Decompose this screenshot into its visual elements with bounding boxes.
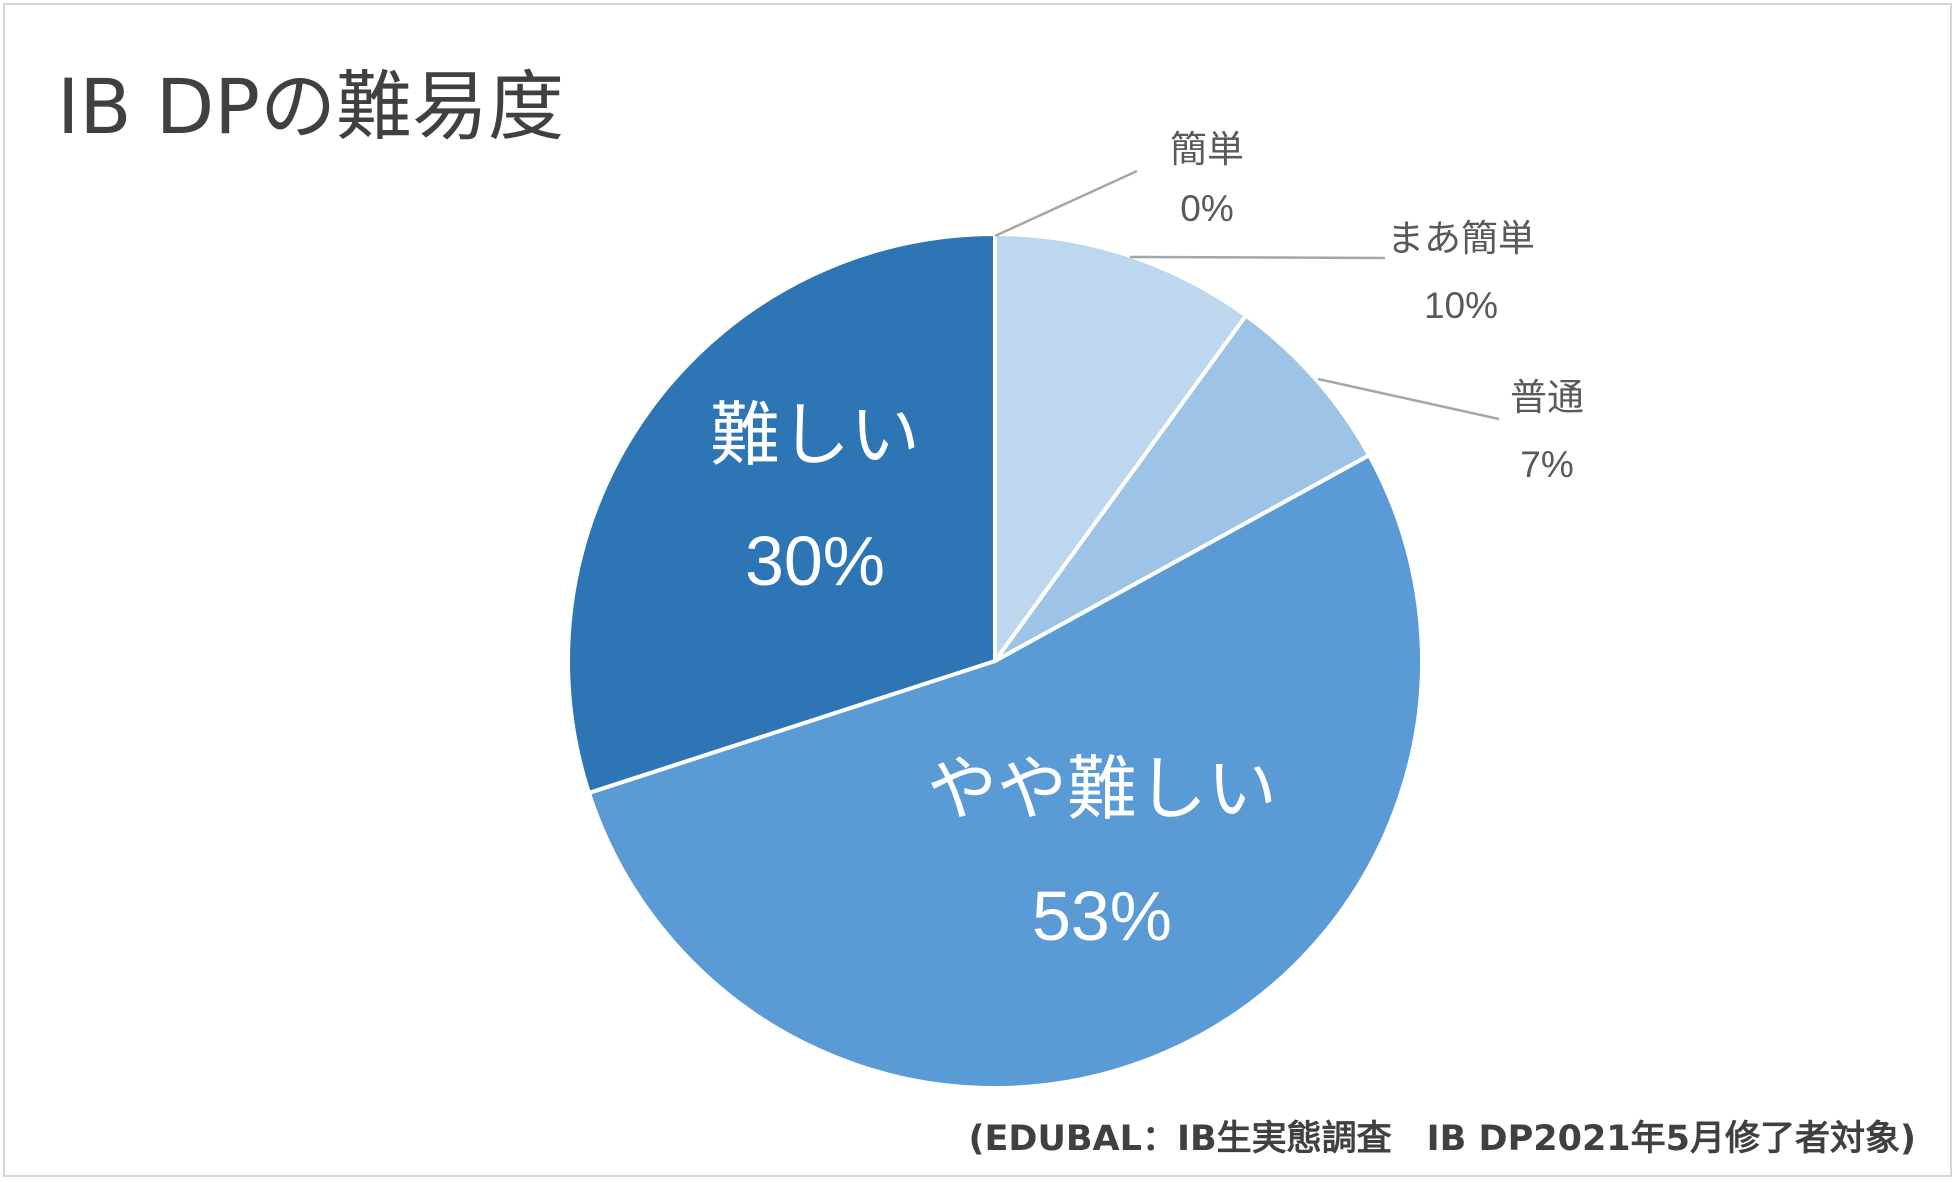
leader-lines xyxy=(994,169,1500,421)
slice-2-category-label: 普通 xyxy=(1510,376,1584,419)
slice-0-leader-line xyxy=(994,169,1138,238)
slice-labels: 簡単 0% まあ簡単 10% 普通 7% やや難しい 53% 難しい 30% xyxy=(710,128,1584,955)
slice-4-category-label: 難しい xyxy=(710,394,920,476)
slice-2-leader-line xyxy=(1317,377,1500,421)
slice-1-percent-label: 10% xyxy=(1424,285,1498,326)
slice-1-leader-line xyxy=(1129,255,1386,260)
slice-0-category-label: 簡単 xyxy=(1170,128,1244,171)
slice-3-percent-label: 53% xyxy=(1032,877,1172,955)
pie-chart: 簡単 0% まあ簡単 10% 普通 7% やや難しい 53% 難しい 30% xyxy=(566,128,1584,1090)
chart-frame: 簡単 0% まあ簡単 10% 普通 7% やや難しい 53% 難しい 30% IB DPの難易度 … xyxy=(3,3,1952,1177)
slice-4-percent-label: 30% xyxy=(745,522,885,600)
pie-slices xyxy=(566,232,1424,1090)
slice-2-wedge xyxy=(993,313,1372,663)
slice-3-category-label: やや難しい xyxy=(927,748,1277,830)
slice-1-wedge xyxy=(993,232,1248,663)
source-note: (EDUBAL：IB生実態調査 IB DP2021年5月修了者対象) xyxy=(968,1119,1917,1159)
slice-1-category-label: まあ簡単 xyxy=(1387,217,1535,260)
chart-title: IB DPの難易度 xyxy=(57,62,565,151)
slice-4-wedge xyxy=(566,232,997,795)
slice-2-percent-label: 7% xyxy=(1520,444,1573,485)
slice-3-wedge xyxy=(586,453,1424,1090)
slice-0-percent-label: 0% xyxy=(1180,188,1233,229)
